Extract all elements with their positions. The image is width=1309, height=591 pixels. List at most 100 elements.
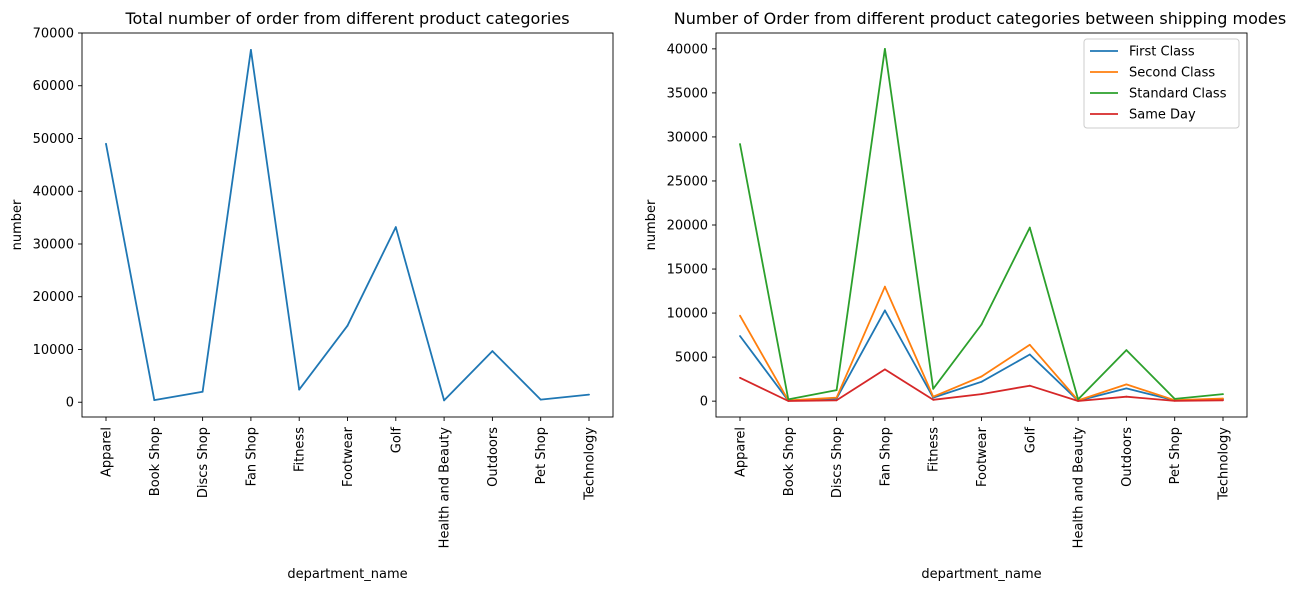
- chart-left-xtick-label-apparel: Apparel: [100, 427, 115, 477]
- chart-right-point-first-class-footwear: [980, 380, 983, 383]
- chart-right-ytick-label-25000: 25000: [667, 174, 708, 189]
- chart-right-point-first-class-golf: [1028, 353, 1031, 356]
- chart-right-point-first-class-apparel: [739, 335, 741, 337]
- chart-right-point-standard-class-fan-shop: [884, 48, 886, 50]
- chart-right-point-first-class-outdoors: [1125, 387, 1128, 390]
- chart-right-ytick-label-35000: 35000: [667, 86, 708, 101]
- chart-left-ytick-label-30000: 30000: [33, 237, 74, 252]
- chart-right-point-same-day-book-shop: [787, 400, 790, 402]
- chart-left-point-total-orders-apparel: [105, 142, 107, 145]
- legend-label-same-day: Same Day: [1129, 108, 1196, 123]
- chart-left-point-total-orders-health-and-beauty: [443, 399, 445, 402]
- chart-right-point-same-day-pet-shop: [1173, 400, 1176, 402]
- chart-right-point-standard-class-outdoors: [1125, 349, 1128, 351]
- chart-right: Number of Order from different product c…: [644, 9, 1286, 582]
- chart-right-point-same-day-golf: [1028, 384, 1031, 387]
- chart-right-point-standard-class-discs-shop: [835, 389, 838, 391]
- chart-right-xtick-label-apparel: Apparel: [734, 427, 749, 477]
- chart-right-ylabel: number: [644, 199, 659, 250]
- chart-right-xtick-label-discs-shop: Discs Shop: [830, 427, 845, 498]
- chart-right-point-first-class-fan-shop: [884, 309, 886, 312]
- chart-right-point-same-day-fitness: [932, 398, 935, 401]
- chart-right-point-same-day-outdoors: [1125, 395, 1128, 398]
- chart-left-ytick-label-40000: 40000: [33, 185, 74, 200]
- chart-right-point-same-day-apparel: [739, 376, 741, 379]
- chart-right-xtick-label-footwear: Footwear: [975, 426, 990, 487]
- chart-left-xtick-label-golf: Golf: [389, 427, 404, 454]
- chart-right-point-same-day-technology: [1222, 399, 1224, 402]
- chart-right-ytick-label-5000: 5000: [675, 351, 708, 366]
- chart-left-ytick-label-10000: 10000: [33, 343, 74, 358]
- chart-left: Total number of order from different pro…: [10, 9, 614, 582]
- chart-right-xlabel: department_name: [921, 567, 1041, 582]
- legend-frame: [1083, 38, 1240, 129]
- chart-right-xtick-label-fitness: Fitness: [927, 427, 942, 472]
- chart-right-ytick-label-15000: 15000: [667, 263, 708, 278]
- chart-left-point-total-orders-outdoors: [491, 350, 494, 352]
- legend-label-second-class: Second Class: [1129, 66, 1215, 81]
- chart-left-point-total-orders-footwear: [346, 324, 349, 327]
- chart-right-point-second-class-fan-shop: [884, 285, 886, 288]
- chart-left-xlabel: department_name: [287, 567, 407, 582]
- chart-right-ytick-label-40000: 40000: [667, 42, 708, 57]
- chart-left-xtick-label-fan-shop: Fan Shop: [244, 427, 259, 486]
- chart-right-point-same-day-fan-shop: [884, 368, 886, 371]
- chart-left-ytick-label-50000: 50000: [33, 132, 74, 147]
- chart-right-ytick-label-20000: 20000: [667, 219, 708, 234]
- chart-right-point-second-class-outdoors: [1125, 383, 1128, 386]
- chart-left-point-total-orders-pet-shop: [539, 398, 542, 401]
- chart-right-point-standard-class-pet-shop: [1173, 398, 1176, 400]
- chart-right-legend: First Class Second Class Standard Class …: [1083, 38, 1240, 129]
- chart-right-ytick-label-10000: 10000: [667, 307, 708, 322]
- chart-left-point-total-orders-fan-shop: [250, 49, 252, 51]
- chart-right-point-same-day-health-and-beauty: [1077, 400, 1079, 402]
- chart-left-xtick-label-footwear: Footwear: [341, 426, 356, 487]
- chart-right-title: Number of Order from different product c…: [674, 9, 1286, 28]
- chart-right-point-second-class-golf: [1028, 343, 1031, 346]
- chart-left-ytick-label-70000: 70000: [33, 27, 74, 42]
- chart-left-ytick-label-60000: 60000: [33, 79, 74, 94]
- chart-left-title: Total number of order from different pro…: [124, 9, 569, 28]
- chart-right-point-standard-class-apparel: [739, 143, 741, 145]
- chart-right-ytick-label-0: 0: [700, 395, 708, 410]
- chart-left-ylabel: number: [10, 199, 25, 250]
- chart-right-ytick-label-30000: 30000: [667, 130, 708, 145]
- chart-right-point-standard-class-footwear: [980, 323, 983, 326]
- legend-label-standard-class: Standard Class: [1129, 87, 1227, 102]
- chart-right-xtick-label-book-shop: Book Shop: [782, 427, 797, 496]
- chart-left-xtick-label-outdoors: Outdoors: [486, 427, 501, 487]
- chart-right-xtick-label-golf: Golf: [1023, 427, 1038, 454]
- chart-right-point-same-day-discs-shop: [835, 399, 838, 402]
- chart-left-xtick-label-fitness: Fitness: [293, 427, 308, 472]
- chart-right-point-standard-class-fitness: [932, 387, 935, 390]
- chart-right-point-second-class-apparel: [739, 314, 741, 317]
- chart-right-point-standard-class-technology: [1222, 393, 1224, 395]
- chart-right-point-second-class-fitness: [932, 395, 935, 398]
- chart-right-plot: 0 5000 10000 15000 20000 25000 30000 35000 40000…: [667, 32, 1248, 549]
- chart-left-ytick-label-0: 0: [66, 396, 74, 411]
- chart-right-point-second-class-discs-shop: [835, 396, 838, 399]
- legend-label-first-class: First Class: [1129, 45, 1195, 60]
- chart-right-xtick-label-fan-shop: Fan Shop: [878, 427, 893, 486]
- chart-left-xtick-label-book-shop: Book Shop: [148, 427, 163, 496]
- chart-left-xtick-label-pet-shop: Pet Shop: [534, 427, 549, 484]
- chart-right-xtick-label-pet-shop: Pet Shop: [1168, 427, 1183, 484]
- chart-right-point-second-class-technology: [1222, 397, 1224, 400]
- chart-left-xtick-label-health-and-beauty: Health and Beauty: [438, 427, 453, 549]
- chart-right-point-same-day-footwear: [980, 393, 983, 395]
- chart-left-xtick-label-discs-shop: Discs Shop: [196, 427, 211, 498]
- chart-right-xtick-label-health-and-beauty: Health and Beauty: [1072, 427, 1087, 549]
- chart-right-point-standard-class-health-and-beauty: [1077, 398, 1079, 401]
- chart-left-point-total-orders-golf: [394, 226, 397, 229]
- chart-right-xtick-label-technology: Technology: [1217, 427, 1232, 501]
- chart-right-point-standard-class-golf: [1028, 226, 1031, 229]
- chart-left-ytick-label-20000: 20000: [33, 290, 74, 305]
- chart-left-point-total-orders-technology: [588, 393, 590, 396]
- chart-left-point-total-orders-fitness: [298, 388, 301, 391]
- chart-right-point-second-class-footwear: [980, 375, 983, 378]
- chart-left-plot: 0 10000 20000 30000 40000 50000 60000 70000 Appa…: [33, 27, 614, 549]
- chart-left-point-total-orders-discs-shop: [201, 390, 204, 393]
- chart-right-xtick-label-outdoors: Outdoors: [1120, 427, 1135, 487]
- chart-left-xtick-label-technology: Technology: [583, 427, 598, 501]
